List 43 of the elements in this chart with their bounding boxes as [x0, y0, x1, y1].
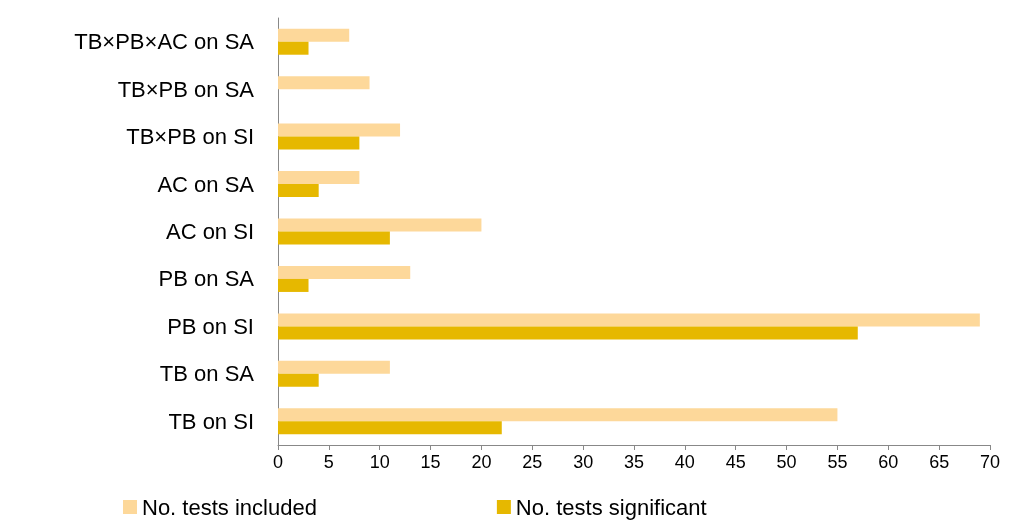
y-tick-label: AC on SI	[165, 219, 254, 244]
x-tick-label: 65	[929, 452, 950, 472]
bar	[278, 421, 502, 435]
bar	[278, 123, 401, 137]
bar	[278, 218, 482, 232]
x-tick-label: 0	[272, 452, 284, 472]
y-tick-label: PB on SI	[167, 313, 254, 339]
bar	[278, 171, 360, 185]
x-tick-label: 35	[623, 452, 645, 472]
bar	[278, 278, 309, 292]
bar	[278, 231, 390, 245]
y-tick-label: PB on SA	[158, 266, 255, 292]
bar	[278, 313, 980, 327]
bar	[278, 41, 309, 55]
x-tick-label: 55	[827, 452, 848, 472]
y-tick-label: TB×PB×AC on SA	[74, 29, 255, 55]
bar	[278, 265, 411, 279]
bar	[278, 326, 858, 340]
x-tick-label: 10	[369, 452, 390, 472]
x-tick-label: 30	[573, 452, 594, 472]
bar	[278, 373, 319, 387]
y-tick-label: TB on SA	[159, 361, 255, 387]
legend-label: No. tests significant	[515, 494, 707, 520]
x-tick-label: 25	[522, 452, 543, 472]
x-tick-label: 15	[420, 452, 441, 472]
x-tick-label: 45	[725, 452, 746, 472]
y-tick-label: TB on SI	[168, 408, 254, 434]
y-tick-label: TB×PB on SA	[117, 76, 255, 102]
bar	[278, 136, 360, 150]
bar	[278, 408, 838, 422]
x-tick-label: 5	[323, 452, 334, 472]
bar	[278, 360, 390, 374]
bar	[278, 28, 350, 42]
bar	[278, 76, 370, 90]
x-tick-label: 20	[471, 452, 492, 472]
x-tick-label: 50	[776, 452, 797, 472]
x-tick-label: 60	[878, 452, 899, 472]
x-tick-label: 70	[979, 452, 1001, 472]
legend-label: No. tests included	[142, 494, 317, 520]
y-tick-label: TB×PB on SI	[126, 124, 254, 150]
bar	[278, 184, 319, 198]
x-tick-label: 40	[674, 452, 695, 472]
y-tick-label: AC on SA	[157, 171, 255, 197]
